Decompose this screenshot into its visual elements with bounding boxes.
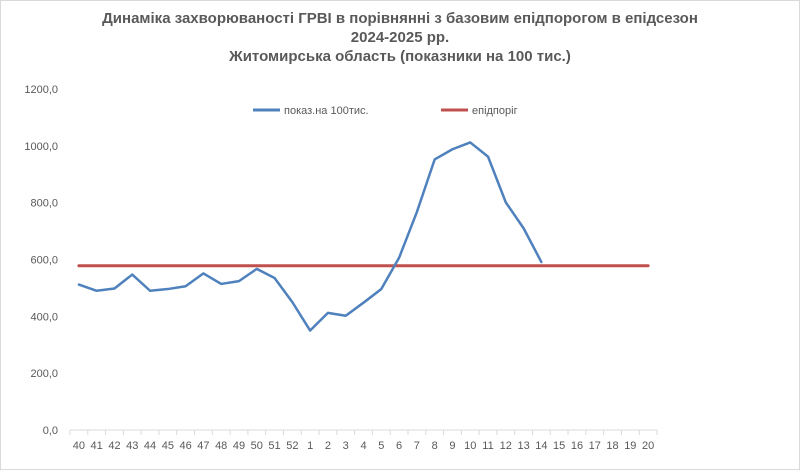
x-tick-label: 40 [73, 440, 85, 452]
x-tick-label: 18 [606, 440, 618, 452]
x-tick-label: 46 [179, 440, 191, 452]
x-tick-label: 52 [286, 440, 298, 452]
x-tick-label: 16 [571, 440, 583, 452]
x-tick-label: 50 [251, 440, 263, 452]
chart-title-line-3: Житомирська область (показники на 100 ти… [229, 48, 571, 65]
legend-label-series-2: епідпоріг [472, 105, 518, 117]
x-tick-label: 42 [108, 440, 120, 452]
y-tick-label: 800,0 [30, 198, 58, 210]
x-tick-label: 11 [482, 440, 493, 452]
x-tick-label: 41 [91, 440, 103, 452]
x-tick-label: 2 [325, 440, 331, 452]
series-layer [77, 141, 650, 332]
y-tick-label: 1200,0 [24, 84, 58, 96]
chart-title-line-1: Динаміка захворюваності ГРВІ в порівнянн… [102, 10, 698, 27]
y-tick-label: 200,0 [30, 368, 58, 380]
x-tick-label: 9 [449, 440, 455, 452]
x-tick-label: 12 [500, 440, 512, 452]
x-tick-label: 4 [360, 440, 366, 452]
x-tick-label: 49 [233, 440, 245, 452]
x-tick-label: 14 [535, 440, 547, 452]
x-tick-label: 47 [197, 440, 209, 452]
x-tick-label: 7 [414, 440, 420, 452]
x-tick-label: 6 [396, 440, 402, 452]
x-tick-label: 8 [432, 440, 438, 452]
x-tick-label: 1 [307, 440, 313, 452]
x-tick-label: 43 [126, 440, 138, 452]
x-tick-label: 5 [378, 440, 384, 452]
x-tick-label: 19 [624, 440, 636, 452]
series-line-pokaz [77, 141, 543, 332]
chart-title-line-2: 2024-2025 рр. [350, 29, 450, 46]
x-tick-label: 20 [642, 440, 654, 452]
legend-label-series-1: показ.на 100тис. [284, 105, 369, 117]
x-tick-label: 13 [517, 440, 529, 452]
x-tick-label: 17 [589, 440, 601, 452]
y-tick-label: 400,0 [30, 311, 58, 323]
x-tick-label: 15 [553, 440, 565, 452]
x-tick-label: 48 [215, 440, 227, 452]
x-tick-label: 44 [144, 440, 156, 452]
chart-title: Динаміка захворюваності ГРВІ в порівнянн… [0, 9, 800, 66]
legend: показ.на 100тис. епідпоріг [253, 105, 518, 117]
y-axis-ticks: 0,0 200,0 400,0 600,0 800,0 1000,0 1200,0 [24, 84, 58, 437]
y-tick-label: 0,0 [43, 425, 58, 437]
x-tick-label: 3 [343, 440, 349, 452]
x-tick-label: 10 [464, 440, 476, 452]
y-tick-label: 600,0 [30, 255, 58, 267]
y-tick-label: 1000,0 [24, 141, 58, 153]
x-tick-label: 51 [268, 440, 280, 452]
x-axis: 40 41 42 43 44 45 46 47 48 49 50 51 52 1 2 3 4 5 6 7 8 9 10 11 1… [69, 429, 658, 452]
x-tick-label: 45 [162, 440, 174, 452]
